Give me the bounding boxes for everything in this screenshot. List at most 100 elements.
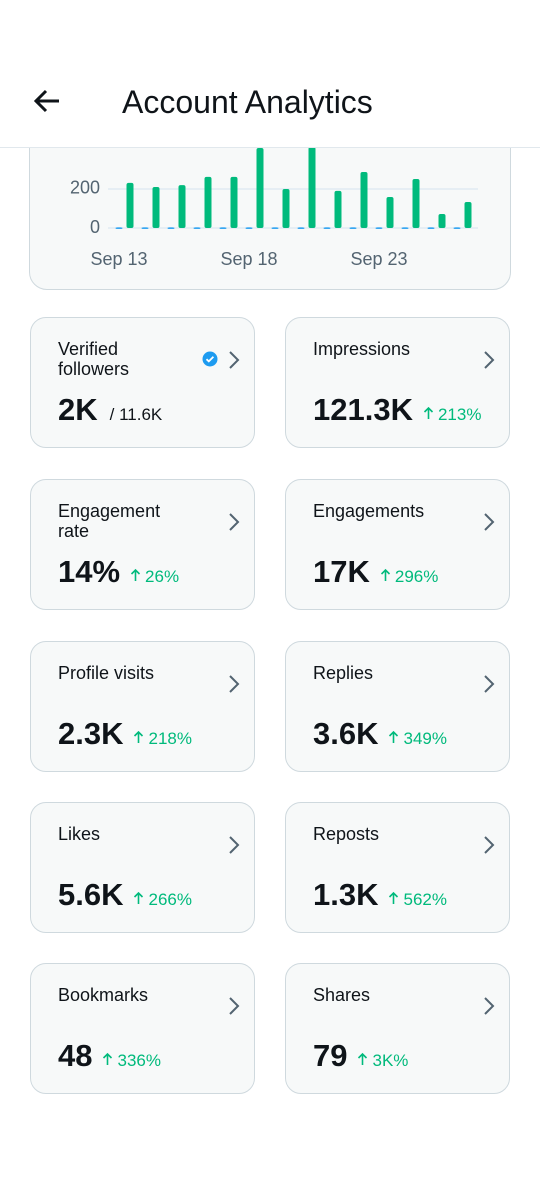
metric-label: Replies (313, 663, 374, 683)
value-text: 1.3K (313, 877, 379, 912)
metric-card[interactable]: Engagements 17K 296% (285, 479, 510, 610)
up-arrow (358, 1052, 368, 1065)
bar (308, 148, 316, 228)
change-text: 3K% (372, 1051, 409, 1070)
change: 349% (388, 729, 447, 748)
metric-value: 5.6K 266% (58, 877, 192, 913)
chevron (484, 997, 495, 1015)
change: 296% (380, 567, 438, 586)
change: 3K% (357, 1051, 408, 1070)
metric-card[interactable]: Impressions 121.3K 213% (285, 317, 510, 448)
value-text: 2.3K (58, 716, 124, 751)
metric-value: 48 336% (58, 1038, 161, 1074)
bar (126, 182, 134, 228)
change: 562% (388, 890, 447, 909)
metric-label: Shares (313, 985, 371, 1005)
change-text: 349% (403, 729, 447, 748)
x-tick-label: Sep 18 (220, 249, 277, 269)
bar (323, 227, 331, 229)
bar (193, 227, 201, 229)
chevron (484, 675, 495, 693)
change: 336% (102, 1051, 161, 1070)
chevron (229, 675, 240, 693)
value-text: 5.6K (58, 877, 124, 912)
bar (464, 202, 472, 228)
metric-label: Verified followers (58, 339, 130, 379)
metric-value: 3.6K 349% (313, 716, 447, 752)
chevron (484, 836, 495, 854)
bar (375, 227, 383, 229)
value-text: 121.3K (313, 392, 413, 427)
metric-value: 2.3K 218% (58, 716, 192, 752)
metric-label: Reposts (313, 824, 380, 844)
metric-value: 2K / 11.6K (58, 392, 162, 428)
x-tick-label: Sep 13 (90, 249, 147, 269)
metric-card[interactable]: Likes 5.6K 266% (30, 802, 255, 933)
chart: 0 200 Sep 13 Sep 18 Sep 23 (70, 148, 478, 269)
metric-value: 14% 26% (58, 554, 179, 590)
bar (152, 187, 160, 228)
page-title: Account Analytics (122, 84, 373, 120)
bar (297, 227, 305, 229)
change: 26% (130, 567, 179, 586)
change-text: 336% (117, 1051, 161, 1070)
total-text: / 11.6K (109, 405, 163, 424)
value-text: 3.6K (313, 716, 379, 751)
metric-label: Bookmarks (58, 985, 149, 1005)
metric-value: 79 3K% (313, 1038, 408, 1074)
bar (245, 227, 253, 229)
bar (115, 227, 123, 229)
change-text: 296% (394, 567, 439, 586)
metric-card[interactable]: Shares 79 3K% (285, 963, 510, 1094)
bar (141, 227, 149, 229)
back-button[interactable] (32, 86, 62, 116)
bar (401, 227, 409, 229)
chevron (229, 836, 240, 854)
metric-card[interactable]: Verified followers 2K / 11.6K (30, 317, 255, 448)
bar (427, 227, 435, 229)
bar (167, 227, 175, 229)
verified-badge (202, 351, 218, 367)
bar (256, 148, 264, 228)
bar (219, 227, 227, 229)
up-arrow (134, 730, 144, 743)
change-text: 266% (148, 890, 192, 909)
change-text: 26% (145, 567, 180, 586)
bar (349, 227, 357, 229)
chevron (484, 513, 495, 531)
metric-card[interactable]: Bookmarks 48 336% (30, 963, 255, 1094)
bar (230, 176, 238, 228)
change-text: 218% (148, 729, 192, 748)
x-tick-label: Sep 23 (350, 249, 407, 269)
chevron (229, 513, 240, 531)
up-arrow (130, 568, 141, 581)
bar (386, 196, 394, 228)
value-text: 79 (313, 1038, 348, 1073)
bar (271, 227, 279, 229)
chevron (229, 351, 240, 369)
metric-value: 1.3K 562% (313, 877, 447, 913)
change: 218% (133, 729, 192, 748)
bar (178, 185, 186, 228)
change: 213% (423, 405, 481, 424)
metric-value: 17K 296% (313, 554, 438, 590)
up-arrow (134, 891, 144, 904)
metric-card[interactable]: Replies 3.6K 349% (285, 641, 510, 772)
value-text: 48 (58, 1038, 93, 1073)
change-text: 562% (403, 890, 447, 909)
change-text: 213% (437, 405, 482, 424)
up-arrow (389, 891, 399, 904)
metric-label: Impressions (313, 339, 411, 359)
bar (438, 213, 446, 228)
value-text: 17K (313, 554, 370, 589)
bar (360, 172, 368, 228)
metric-label: Profile visits (58, 663, 155, 683)
metric-card[interactable]: Profile visits 2.3K 218% (30, 641, 255, 772)
bar (453, 227, 461, 229)
chevron (484, 351, 495, 369)
bar (204, 176, 212, 228)
metric-card[interactable]: Engagement rate 14% 26% (30, 479, 255, 610)
metric-card[interactable]: Reposts 1.3K 562% (285, 802, 510, 933)
up-arrow (389, 730, 399, 743)
